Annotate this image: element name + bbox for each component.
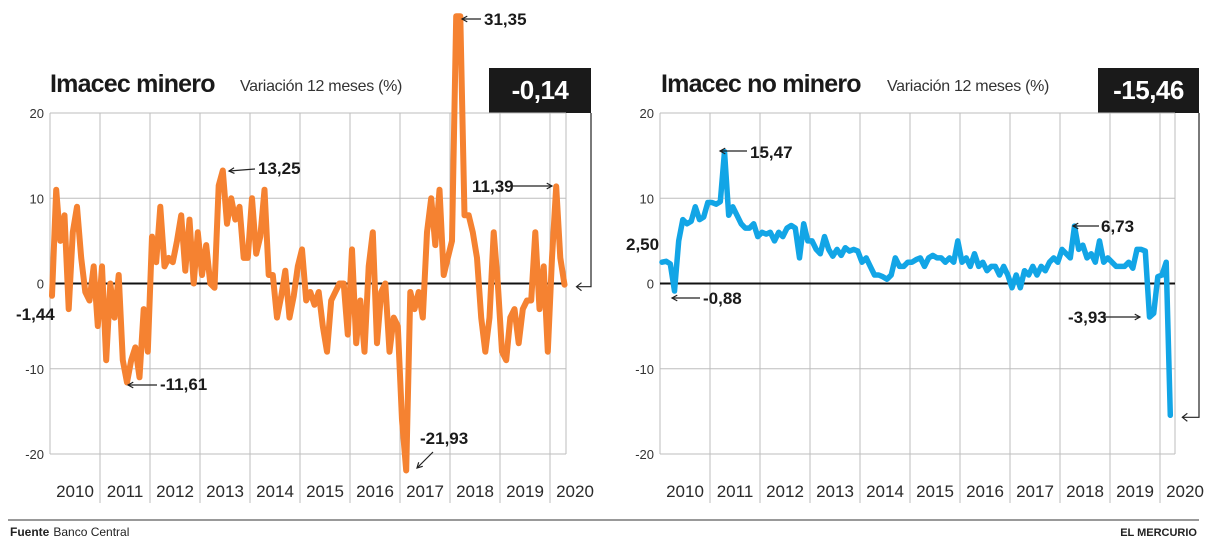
arrowhead-icon: [1071, 222, 1079, 230]
source-note: Fuente Banco Central: [10, 525, 129, 539]
y-tick-label: 0: [37, 277, 44, 292]
annotation-arrow: [416, 451, 434, 469]
x-tick-label: 2015: [916, 482, 954, 501]
data-annotation-label: 6,73: [1101, 217, 1134, 236]
x-tick-label: 2011: [107, 482, 144, 501]
data-annotation-label: -21,93: [420, 429, 468, 448]
data-annotation-label: 13,25: [258, 159, 301, 178]
y-tick-label: 20: [30, 106, 44, 121]
x-tick-label: 2014: [256, 482, 294, 501]
x-tick-label: 2019: [506, 482, 544, 501]
annotation-arrow: [228, 168, 256, 172]
y-tick-label: 20: [640, 106, 654, 121]
y-tick-label: -10: [635, 362, 654, 377]
y-tick-label: 0: [647, 277, 654, 292]
value-box-connector: [1182, 113, 1200, 418]
data-annotation-label: -0,88: [703, 289, 742, 308]
data-annotation-label: -3,93: [1068, 308, 1107, 327]
y-tick-label: -10: [25, 362, 44, 377]
chart-title-no-minero: Imacec no minero: [661, 70, 862, 98]
series-line: [49, 13, 568, 474]
arrowhead-icon: [416, 462, 423, 469]
x-tick-label: 2017: [1016, 482, 1054, 501]
arrowhead-icon: [575, 282, 582, 292]
arrowhead-icon: [670, 294, 678, 302]
series-line: [659, 148, 1174, 419]
data-annotation-label: 11,39: [472, 177, 514, 196]
x-tick-label: 2016: [966, 482, 1004, 501]
data-annotation-label: -1,44: [16, 305, 55, 324]
x-tick-label: 2020: [1166, 482, 1204, 501]
x-tick-label: 2013: [206, 482, 244, 501]
chart-title-minero: Imacec minero: [50, 70, 215, 98]
x-tick-label: 2018: [1066, 482, 1104, 501]
x-tick-label: 2019: [1116, 482, 1154, 501]
x-tick-label: 2016: [356, 482, 394, 501]
arrowhead-icon: [546, 182, 554, 190]
x-tick-label: 2010: [666, 482, 704, 501]
arrowhead-icon: [1134, 313, 1142, 321]
x-tick-label: 2013: [816, 482, 854, 501]
x-tick-label: 2018: [456, 482, 494, 501]
x-tick-label: 2020: [556, 482, 594, 501]
current-value-box-minero: -0,14: [489, 68, 591, 113]
arrowhead-icon: [460, 15, 468, 23]
footer-divider: [8, 519, 1199, 521]
x-tick-label: 2015: [306, 482, 344, 501]
arrowhead-icon: [718, 147, 726, 155]
data-annotation-label: -11,61: [160, 375, 207, 394]
y-tick-label: -20: [635, 447, 654, 462]
x-tick-label: 2010: [56, 482, 94, 501]
current-value-box-no-minero: -15,46: [1098, 68, 1199, 113]
data-annotation-label: 15,47: [750, 143, 793, 162]
source-name: Banco Central: [53, 525, 130, 539]
x-tick-label: 2014: [866, 482, 904, 501]
arrowhead-icon: [1181, 412, 1188, 422]
y-tick-label: 10: [640, 191, 654, 206]
brand-name: EL MERCURIO: [1120, 527, 1197, 539]
arrowhead-icon: [126, 381, 134, 389]
x-tick-label: 2012: [766, 482, 804, 501]
value-box-connector: [576, 113, 592, 288]
chart-subtitle-minero: Variación 12 meses (%): [240, 78, 403, 95]
source-label: Fuente: [10, 525, 50, 539]
data-annotation-label: 2,50: [626, 235, 659, 254]
chart-subtitle-no-minero: Variación 12 meses (%): [887, 78, 1050, 95]
y-tick-label: 10: [30, 191, 44, 206]
x-tick-label: 2011: [717, 482, 754, 501]
x-tick-label: 2017: [406, 482, 444, 501]
x-tick-label: 2012: [156, 482, 194, 501]
arrowhead-icon: [227, 167, 235, 175]
y-tick-label: -20: [25, 447, 44, 462]
data-annotation-label: 31,35: [484, 10, 527, 29]
